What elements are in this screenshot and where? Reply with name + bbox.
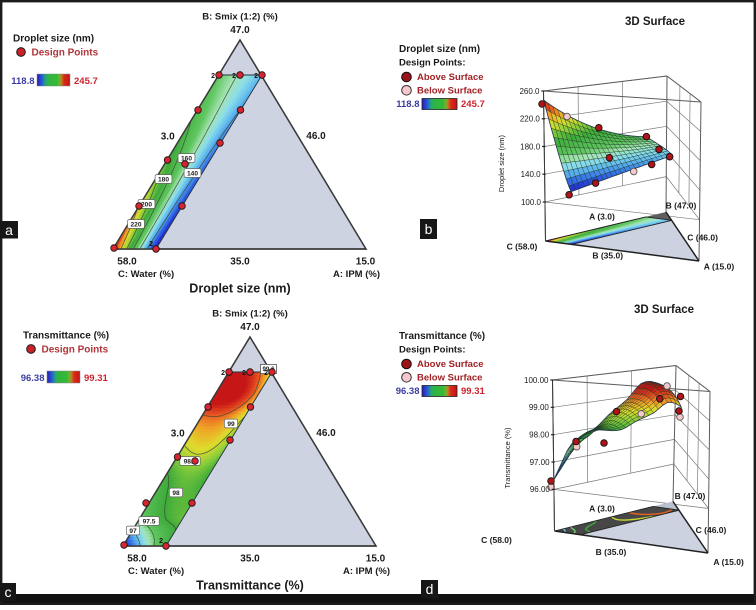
- svg-text:97.00: 97.00: [530, 458, 551, 467]
- svg-text:3.0: 3.0: [161, 132, 175, 143]
- svg-text:46.0: 46.0: [306, 131, 326, 142]
- svg-text:58.0: 58.0: [127, 554, 147, 565]
- svg-text:58.0: 58.0: [117, 257, 137, 268]
- svg-text:Design Points: Design Points: [32, 48, 99, 59]
- svg-text:46.0: 46.0: [316, 428, 336, 439]
- svg-text:Droplet size (nm): Droplet size (nm): [399, 44, 480, 55]
- svg-text:Transmittance (%): Transmittance (%): [23, 331, 109, 342]
- svg-text:2: 2: [159, 538, 163, 545]
- svg-text:47.0: 47.0: [230, 25, 250, 36]
- svg-text:Droplet size (nm): Droplet size (nm): [497, 134, 506, 192]
- svg-text:140: 140: [187, 170, 198, 177]
- svg-text:Above Surface: Above Surface: [417, 359, 484, 370]
- svg-text:99: 99: [227, 421, 235, 428]
- svg-text:3D Surface: 3D Surface: [625, 16, 685, 28]
- svg-text:A (3.0): A (3.0): [589, 504, 615, 514]
- svg-text:140.0: 140.0: [521, 170, 542, 179]
- svg-text:97.5: 97.5: [143, 518, 156, 525]
- svg-text:2: 2: [149, 241, 153, 248]
- svg-text:Above Surface: Above Surface: [417, 72, 484, 83]
- svg-text:B (47.0): B (47.0): [675, 491, 706, 501]
- svg-text:3D Surface: 3D Surface: [634, 304, 694, 316]
- svg-text:C: Water (%): C: Water (%): [118, 269, 174, 280]
- svg-text:Transmittance (%): Transmittance (%): [399, 331, 485, 342]
- svg-text:C (46.0): C (46.0): [687, 233, 718, 243]
- svg-text:200: 200: [141, 201, 152, 208]
- svg-text:a: a: [5, 222, 13, 238]
- svg-text:35.0: 35.0: [240, 554, 260, 565]
- svg-text:b: b: [425, 221, 433, 237]
- svg-text:C (46.0): C (46.0): [696, 525, 727, 535]
- svg-text:Design Points: Design Points: [42, 345, 109, 356]
- svg-text:C (58.0): C (58.0): [481, 535, 512, 545]
- svg-text:220.0: 220.0: [520, 115, 541, 124]
- svg-text:B (35.0): B (35.0): [596, 547, 627, 557]
- svg-text:99.00: 99.00: [529, 403, 550, 412]
- svg-text:2: 2: [221, 370, 225, 377]
- svg-text:Transmittance (%): Transmittance (%): [196, 579, 304, 593]
- svg-text:15.0: 15.0: [356, 257, 376, 268]
- svg-text:2: 2: [211, 73, 215, 80]
- svg-text:100.00: 100.00: [524, 376, 549, 385]
- svg-text:Droplet size (nm): Droplet size (nm): [13, 34, 94, 45]
- svg-text:15.0: 15.0: [366, 554, 386, 565]
- svg-text:C (58.0): C (58.0): [507, 242, 538, 252]
- svg-text:245.7: 245.7: [461, 99, 485, 110]
- svg-text:2: 2: [264, 370, 268, 377]
- svg-text:98.00: 98.00: [529, 431, 550, 440]
- svg-text:3.0: 3.0: [171, 429, 185, 440]
- svg-text:A: IPM (%): A: IPM (%): [343, 566, 390, 577]
- svg-text:B: Smix (1:2) (%): B: Smix (1:2) (%): [202, 12, 277, 23]
- svg-text:180.0: 180.0: [520, 142, 541, 151]
- svg-text:C: Water (%): C: Water (%): [128, 566, 184, 577]
- svg-text:2: 2: [254, 73, 258, 80]
- svg-text:Below Surface: Below Surface: [417, 85, 482, 96]
- svg-text:A (15.0): A (15.0): [713, 557, 744, 567]
- svg-text:d: d: [426, 581, 434, 597]
- svg-text:220: 220: [130, 221, 141, 228]
- svg-text:Below Surface: Below Surface: [417, 372, 482, 383]
- svg-text:35.0: 35.0: [230, 257, 250, 268]
- svg-text:Design Points:: Design Points:: [399, 58, 466, 69]
- svg-text:A (15.0): A (15.0): [704, 262, 735, 272]
- svg-text:97: 97: [129, 528, 137, 535]
- svg-text:47.0: 47.0: [240, 322, 260, 333]
- svg-text:96.38: 96.38: [21, 373, 45, 384]
- svg-text:100.0: 100.0: [521, 198, 542, 207]
- svg-text:98: 98: [172, 490, 180, 497]
- svg-text:99.31: 99.31: [84, 373, 108, 384]
- svg-text:B: Smix (1:2) (%): B: Smix (1:2) (%): [212, 309, 287, 320]
- svg-text:260.0: 260.0: [519, 87, 540, 96]
- svg-text:118.8: 118.8: [11, 76, 34, 87]
- svg-text:2: 2: [242, 370, 246, 377]
- svg-text:B (35.0): B (35.0): [592, 251, 623, 261]
- svg-text:A (3.0): A (3.0): [589, 212, 615, 222]
- svg-text:B (47.0): B (47.0): [666, 201, 697, 211]
- svg-text:245.7: 245.7: [74, 76, 98, 87]
- svg-text:118.8: 118.8: [396, 99, 419, 110]
- svg-text:96.00: 96.00: [530, 485, 551, 494]
- svg-text:Droplet size (nm): Droplet size (nm): [189, 282, 290, 296]
- svg-text:2: 2: [232, 73, 236, 80]
- svg-text:99.31: 99.31: [461, 386, 485, 397]
- svg-text:A: IPM (%): A: IPM (%): [333, 269, 380, 280]
- svg-text:180: 180: [158, 176, 169, 183]
- svg-text:c: c: [5, 584, 12, 600]
- svg-text:Transmittance (%): Transmittance (%): [503, 427, 512, 488]
- svg-text:96.38: 96.38: [396, 386, 420, 397]
- svg-text:Design Points:: Design Points:: [399, 345, 466, 356]
